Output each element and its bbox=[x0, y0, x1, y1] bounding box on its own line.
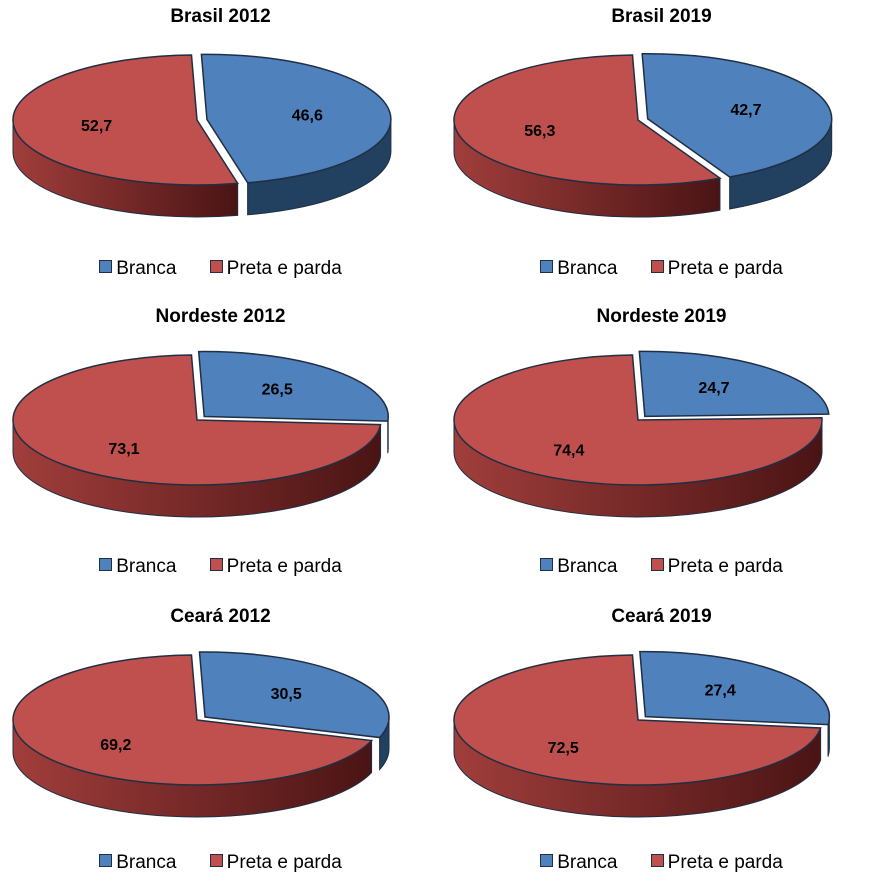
chart-legend: Branca Preta e parda bbox=[441, 258, 882, 280]
chart-title: Brasil 2019 bbox=[441, 6, 882, 28]
pie-slice-branca bbox=[639, 351, 828, 416]
chart-legend: Branca Preta e parda bbox=[0, 258, 441, 280]
legend-item-preta-parda: Preta e parda bbox=[210, 258, 342, 280]
data-label-preta-parda: 73,1 bbox=[108, 441, 139, 458]
legend-label: Branca bbox=[116, 258, 176, 279]
data-label-preta-parda: 56,3 bbox=[524, 123, 555, 140]
data-label-branca: 24,7 bbox=[698, 380, 729, 397]
legend-item-branca: Branca bbox=[540, 258, 617, 280]
legend-label: Branca bbox=[557, 258, 617, 279]
chart-panel-ceara-2019: Ceará 2019 27,4 72,5 Branca Preta e parda bbox=[441, 600, 882, 892]
legend-swatch-preta-parda bbox=[651, 854, 664, 867]
chart-title: Brasil 2012 bbox=[0, 6, 441, 28]
data-label-preta-parda: 69,2 bbox=[100, 737, 131, 754]
pie-slice-branca-top bbox=[639, 351, 828, 416]
legend-label: Branca bbox=[557, 556, 617, 577]
data-label-branca: 46,6 bbox=[292, 107, 323, 124]
pie-chart: 42,7 56,3 bbox=[441, 30, 882, 230]
legend-item-branca: Branca bbox=[99, 852, 176, 874]
legend-swatch-branca bbox=[99, 260, 112, 273]
chart-panel-nordeste-2019: Nordeste 2019 24,7 74,4 Branca Preta e pa… bbox=[441, 300, 882, 592]
data-label-branca: 27,4 bbox=[705, 683, 736, 700]
pie-chart: 30,5 69,2 bbox=[0, 630, 441, 830]
legend-swatch-preta-parda bbox=[651, 558, 664, 571]
legend-swatch-branca bbox=[540, 854, 553, 867]
legend-item-branca: Branca bbox=[99, 258, 176, 280]
legend-label: Preta e parda bbox=[668, 852, 783, 873]
pie-chart: 24,7 74,4 bbox=[441, 330, 882, 530]
legend-swatch-preta-parda bbox=[210, 854, 223, 867]
legend-swatch-preta-parda bbox=[651, 260, 664, 273]
pie-chart: 27,4 72,5 bbox=[441, 630, 882, 830]
chart-legend: Branca Preta e parda bbox=[441, 852, 882, 874]
chart-legend: Branca Preta e parda bbox=[0, 556, 441, 578]
legend-swatch-preta-parda bbox=[210, 260, 223, 273]
chart-title: Nordeste 2012 bbox=[0, 306, 441, 328]
legend-label: Preta e parda bbox=[668, 258, 783, 279]
data-label-preta-parda: 52,7 bbox=[81, 118, 112, 135]
data-label-preta-parda: 74,4 bbox=[553, 442, 584, 459]
pie-slice-branca-top bbox=[199, 352, 389, 422]
chart-panel-brasil-2012: Brasil 2012 46,6 52,7 Branca Preta e pard… bbox=[0, 0, 441, 292]
chart-title: Ceará 2012 bbox=[0, 606, 441, 628]
chart-legend: Branca Preta e parda bbox=[441, 556, 882, 578]
legend-item-preta-parda: Preta e parda bbox=[651, 556, 783, 578]
chart-panel-nordeste-2012: Nordeste 2012 26,5 73,1 Branca Preta e pa… bbox=[0, 300, 441, 592]
legend-item-branca: Branca bbox=[99, 556, 176, 578]
legend-label: Preta e parda bbox=[668, 556, 783, 577]
data-label-branca: 26,5 bbox=[262, 382, 293, 399]
legend-item-preta-parda: Preta e parda bbox=[210, 556, 342, 578]
chart-panel-ceara-2012: Ceará 2012 30,5 69,2 Branca Preta e parda bbox=[0, 600, 441, 892]
legend-label: Preta e parda bbox=[227, 556, 342, 577]
legend-item-branca: Branca bbox=[540, 852, 617, 874]
data-label-branca: 30,5 bbox=[271, 686, 302, 703]
data-label-preta-parda: 72,5 bbox=[548, 740, 579, 757]
legend-item-preta-parda: Preta e parda bbox=[210, 852, 342, 874]
legend-label: Branca bbox=[116, 852, 176, 873]
chart-legend: Branca Preta e parda bbox=[0, 852, 441, 874]
legend-swatch-branca bbox=[540, 260, 553, 273]
chart-title: Nordeste 2019 bbox=[441, 306, 882, 328]
legend-label: Preta e parda bbox=[227, 852, 342, 873]
chart-panel-brasil-2019: Brasil 2019 42,7 56,3 Branca Preta e pard… bbox=[441, 0, 882, 292]
legend-swatch-branca bbox=[99, 558, 112, 571]
legend-item-preta-parda: Preta e parda bbox=[651, 258, 783, 280]
pie-chart: 26,5 73,1 bbox=[0, 330, 441, 530]
legend-label: Preta e parda bbox=[227, 258, 342, 279]
pie-chart: 46,6 52,7 bbox=[0, 30, 441, 230]
legend-swatch-branca bbox=[540, 558, 553, 571]
legend-label: Branca bbox=[557, 852, 617, 873]
legend-label: Branca bbox=[116, 556, 176, 577]
data-label-branca: 42,7 bbox=[730, 102, 761, 119]
chart-title: Ceará 2019 bbox=[441, 606, 882, 628]
legend-item-branca: Branca bbox=[540, 556, 617, 578]
legend-swatch-branca bbox=[99, 854, 112, 867]
legend-item-preta-parda: Preta e parda bbox=[651, 852, 783, 874]
legend-swatch-preta-parda bbox=[210, 558, 223, 571]
